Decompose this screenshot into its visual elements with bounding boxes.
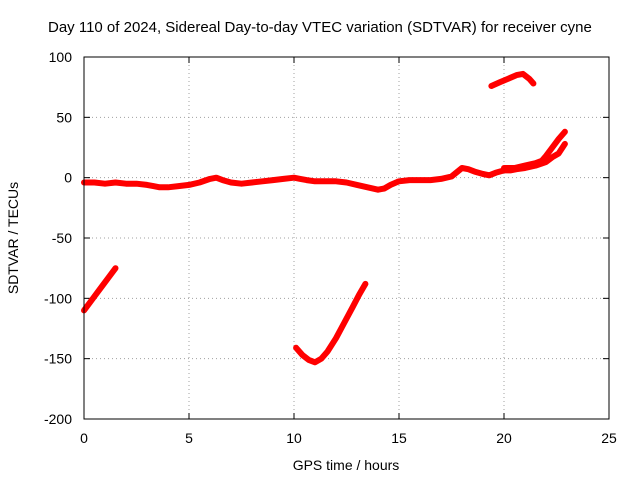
tick-labels: 0 5 10 15 20 25 -200 -150 -100 -50 0 50 100 — [44, 49, 617, 446]
series-arc-5 — [488, 70, 537, 89]
chart-title: Day 110 of 2024, Sidereal Day-to-day VTE… — [48, 19, 592, 36]
y-tick-label: -50 — [52, 230, 72, 246]
series-arc-3 — [501, 128, 568, 171]
y-tick-label: -200 — [44, 411, 72, 427]
series-arc-1 — [81, 265, 119, 314]
grid — [84, 57, 609, 419]
series-arc-2 — [81, 140, 568, 193]
x-tick-label: 10 — [286, 430, 302, 446]
x-axis-label: GPS time / hours — [293, 457, 400, 473]
y-tick-label: 100 — [49, 49, 73, 65]
x-tick-label: 15 — [391, 430, 407, 446]
y-tick-label: 50 — [56, 109, 72, 125]
y-tick-label: -150 — [44, 351, 72, 367]
x-tick-label: 20 — [496, 430, 512, 446]
y-tick-label: -100 — [44, 290, 72, 306]
x-tick-label: 5 — [185, 430, 193, 446]
ticks — [83, 56, 610, 420]
y-axis-label: SDTVAR / TECUs — [5, 182, 21, 294]
y-tick-label: 0 — [64, 170, 72, 186]
x-tick-label: 25 — [601, 430, 617, 446]
x-tick-label: 0 — [80, 430, 88, 446]
series-arc-4 — [293, 280, 369, 366]
plot-frame — [83, 56, 610, 420]
series — [81, 70, 568, 366]
